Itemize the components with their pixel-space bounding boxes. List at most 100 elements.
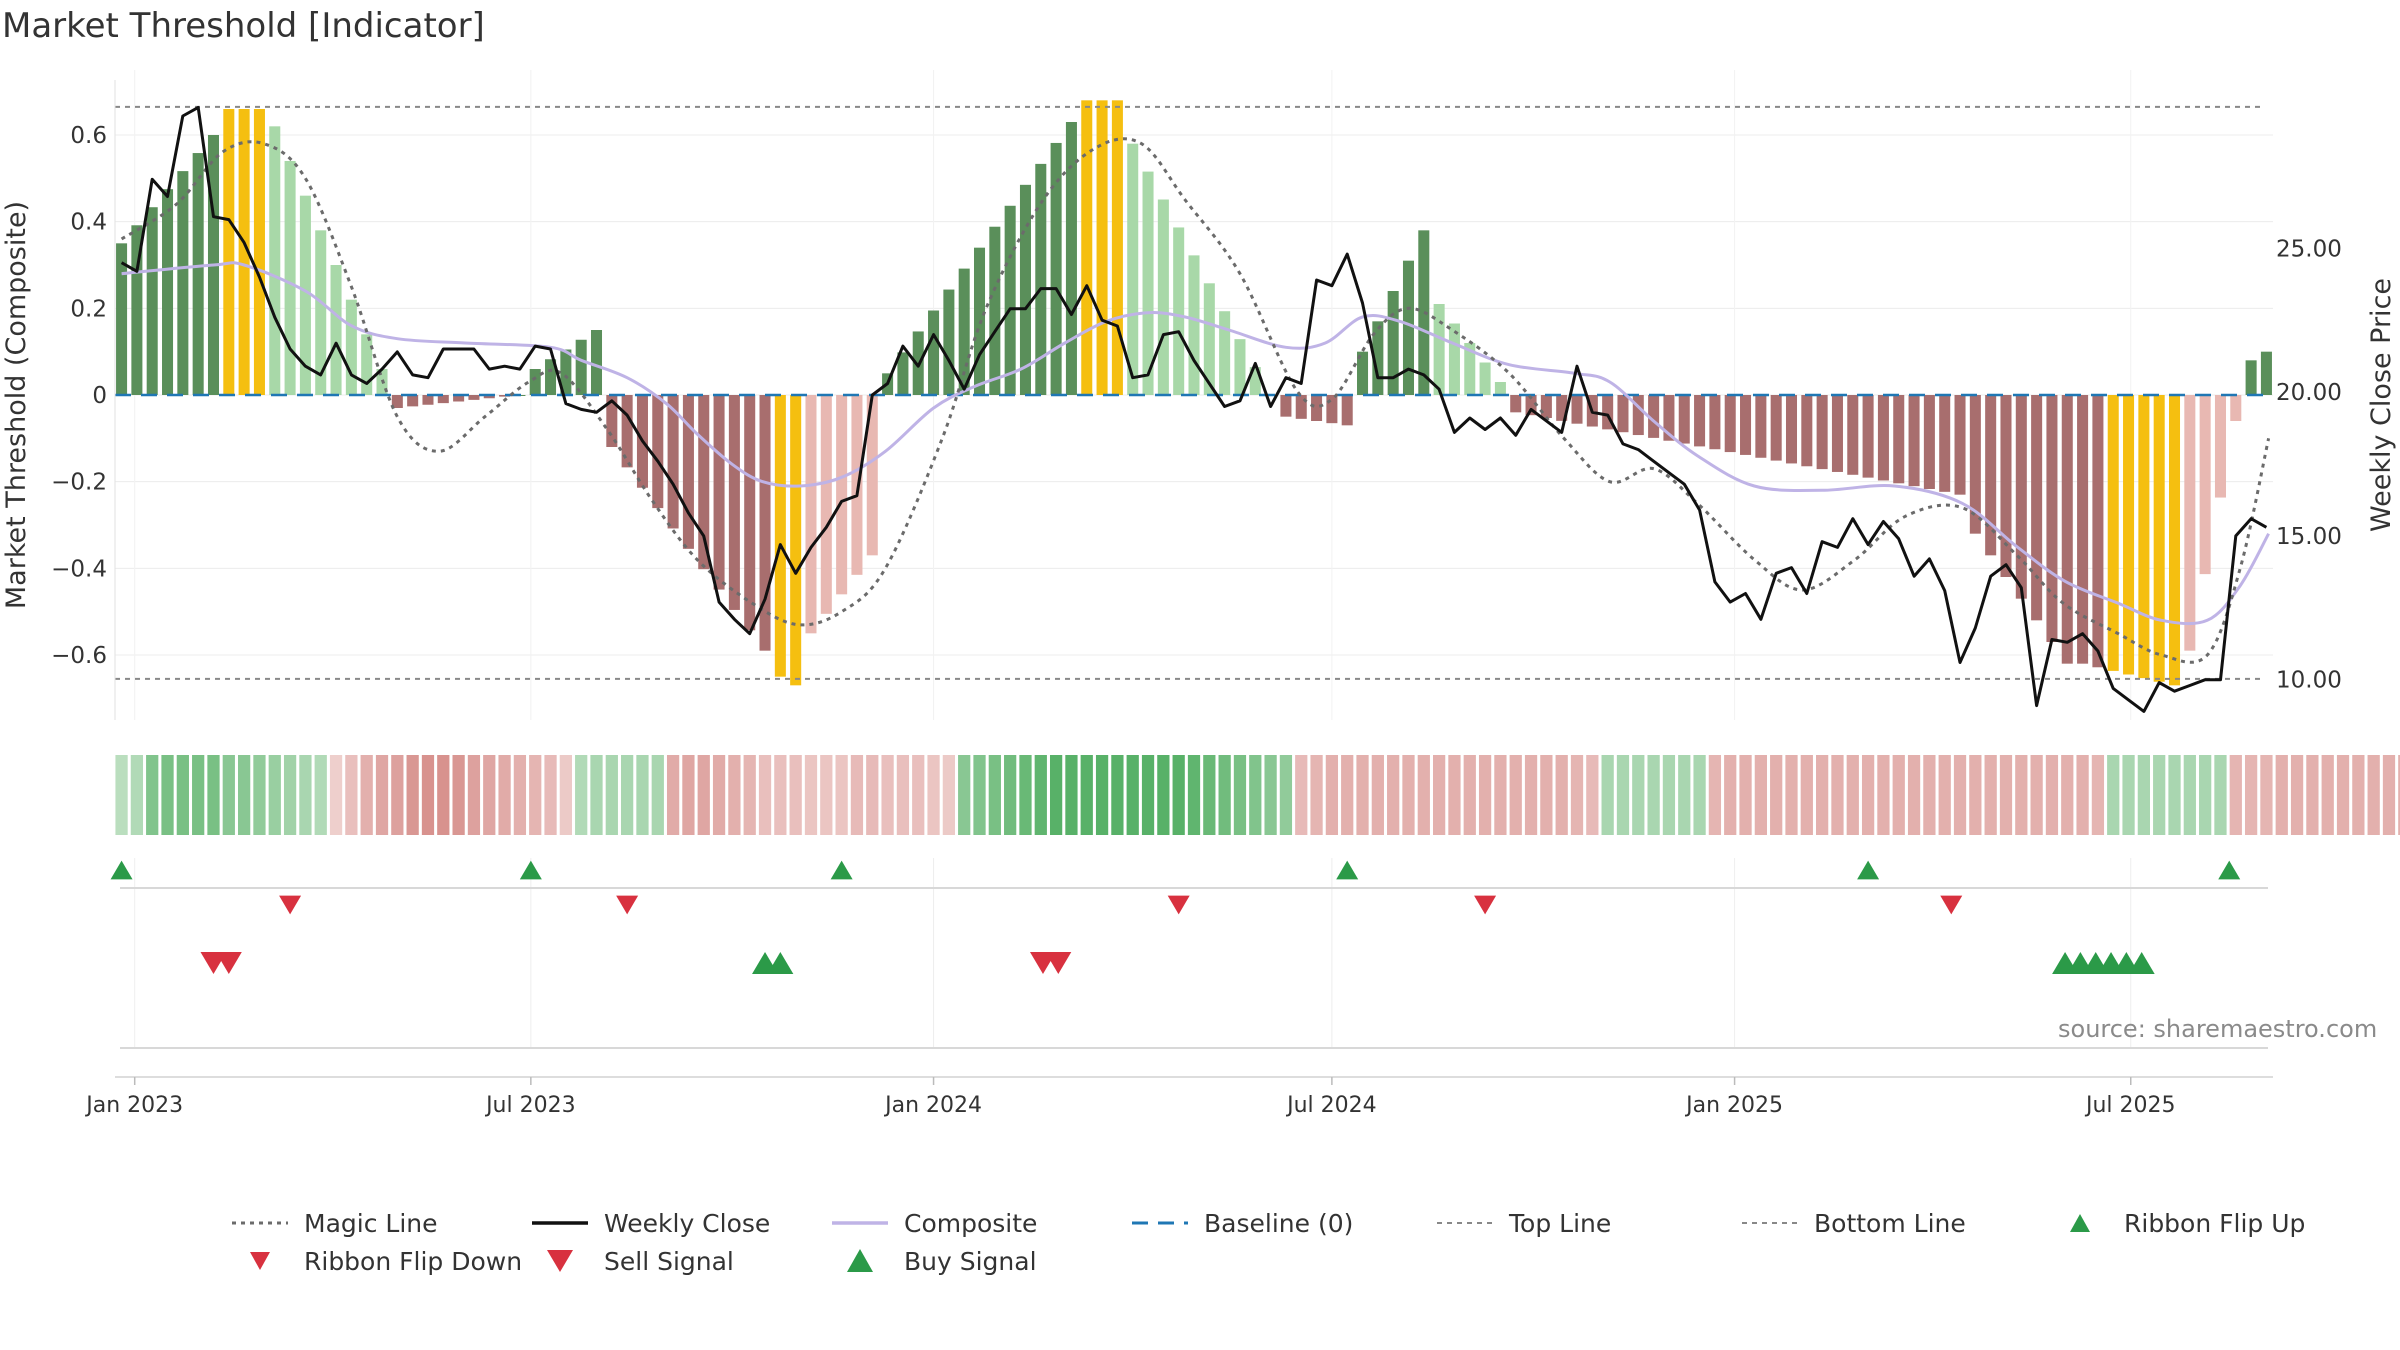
- ribbon-cell: [2137, 755, 2150, 835]
- composite-bar: [1893, 395, 1905, 484]
- ribbon-cell: [2153, 755, 2166, 835]
- ribbon-cell: [513, 755, 527, 835]
- chart-title: Market Threshold [Indicator]: [2, 6, 485, 46]
- composite-bar: [1157, 199, 1169, 395]
- composite-bar: [989, 226, 1001, 395]
- series-lines: [120, 105, 2271, 713]
- ribbon-cell: [1770, 755, 1783, 835]
- ribbon-cell: [835, 755, 848, 835]
- ribbon-cell: [1816, 755, 1829, 835]
- legend-item-composite: Composite: [830, 1205, 1037, 1241]
- composite-bar: [1663, 395, 1675, 441]
- composite-bar: [820, 395, 832, 614]
- ribbon-cell: [2045, 755, 2059, 835]
- composite-bar: [269, 126, 281, 395]
- composite-bar: [897, 352, 909, 395]
- composite-bar: [2061, 395, 2073, 664]
- ribbon-cell: [1494, 755, 1507, 835]
- composite-bar: [1862, 395, 1874, 478]
- reference-lines: [115, 105, 2273, 680]
- y-axis-label: Market Threshold (Composite): [1, 201, 32, 609]
- ribbon-cell: [1432, 755, 1446, 835]
- composite-line: [121, 261, 2270, 626]
- composite-bar: [621, 395, 633, 468]
- composite-bar: [1065, 122, 1077, 395]
- y-tick-label: 0: [92, 383, 107, 409]
- composite-bar: [2046, 395, 2058, 642]
- composite-bar: [299, 195, 311, 395]
- composite-bar: [1372, 321, 1384, 395]
- composite-bar: [1004, 205, 1016, 395]
- composite-bar: [2260, 351, 2272, 395]
- ribbon-flip-down-marker: [279, 895, 302, 915]
- composite-bar: [1402, 260, 1415, 395]
- ribbon-cell: [360, 755, 373, 835]
- ribbon-flip-up-marker: [2218, 860, 2241, 880]
- ribbon-cell: [1754, 755, 1767, 835]
- ribbon-cell: [590, 755, 603, 835]
- ribbon-cell: [1969, 755, 1982, 835]
- ribbon-cell: [329, 755, 343, 835]
- composite-bar: [2184, 395, 2196, 651]
- ribbon-cell: [1616, 755, 1630, 835]
- ribbon-cell: [575, 755, 588, 835]
- composite-bar: [744, 395, 756, 631]
- composite-bar: [1510, 395, 1522, 413]
- composite-bar: [774, 395, 786, 677]
- composite-bar: [1755, 395, 1767, 458]
- composite-bar: [116, 243, 128, 395]
- ribbon-cell: [1555, 755, 1568, 835]
- ribbon-flip-down-marker: [1940, 895, 1963, 915]
- composite-bar: [1847, 395, 1859, 475]
- ribbon-cell: [452, 755, 465, 835]
- ribbon-cell: [605, 755, 618, 835]
- ribbon-cell: [1892, 755, 1905, 835]
- legend-item-flip-down: Ribbon Flip Down: [230, 1243, 522, 1279]
- ribbon-flip-up-marker: [519, 860, 542, 880]
- composite-bar: [453, 395, 465, 402]
- ribbon-cell: [728, 755, 741, 835]
- ribbon-cell: [1249, 755, 1262, 835]
- composite-bar: [1050, 142, 1062, 395]
- ribbon-cell: [1524, 755, 1538, 835]
- composite-bar: [1985, 395, 1997, 556]
- ribbon-cell: [1923, 755, 1936, 835]
- ribbon-cell: [1218, 755, 1231, 835]
- ribbon-flip-up-marker: [1857, 860, 1880, 880]
- composite-bar: [1326, 395, 1338, 424]
- composite-bar: [575, 339, 587, 395]
- ribbon-cell: [1601, 755, 1614, 835]
- ribbon-cell: [299, 755, 312, 835]
- composite-bar: [1785, 395, 1798, 464]
- composite-bar: [606, 395, 618, 447]
- ribbon-cell: [927, 755, 940, 835]
- ribbon-cell: [820, 755, 833, 835]
- x-tick-label: Jul 2025: [2084, 1093, 2176, 1118]
- ribbon-cell: [1846, 755, 1859, 835]
- ribbon-cell: [2214, 755, 2227, 835]
- ribbon-cell: [1463, 755, 1476, 835]
- composite-bar: [2153, 395, 2165, 682]
- ribbon-cell: [2321, 755, 2334, 835]
- composite-bar: [483, 395, 495, 399]
- composite-bar: [1877, 395, 1889, 481]
- y2-tick-label: 10.00: [2276, 668, 2342, 694]
- y2-tick-label: 25.00: [2276, 236, 2342, 262]
- composite-bar: [1234, 339, 1246, 395]
- composite-bar: [2107, 395, 2119, 671]
- legend-item-magic: Magic Line: [230, 1205, 438, 1241]
- composite-bar: [223, 109, 235, 395]
- composite-bar: [1908, 395, 1920, 487]
- composite-bar: [468, 395, 480, 400]
- ribbon-cell: [774, 755, 787, 835]
- ribbon-cell: [1157, 755, 1170, 835]
- ribbon-cell: [682, 755, 695, 835]
- ribbon-cell: [1417, 755, 1430, 835]
- ribbon-flip-up-marker: [830, 860, 853, 880]
- composite-bar: [2000, 395, 2012, 577]
- composite-bar: [1678, 395, 1690, 444]
- ribbon-cell: [146, 755, 159, 835]
- composite-bar: [682, 395, 694, 549]
- ribbon-cell: [1540, 755, 1553, 835]
- ribbon-cell: [253, 755, 266, 835]
